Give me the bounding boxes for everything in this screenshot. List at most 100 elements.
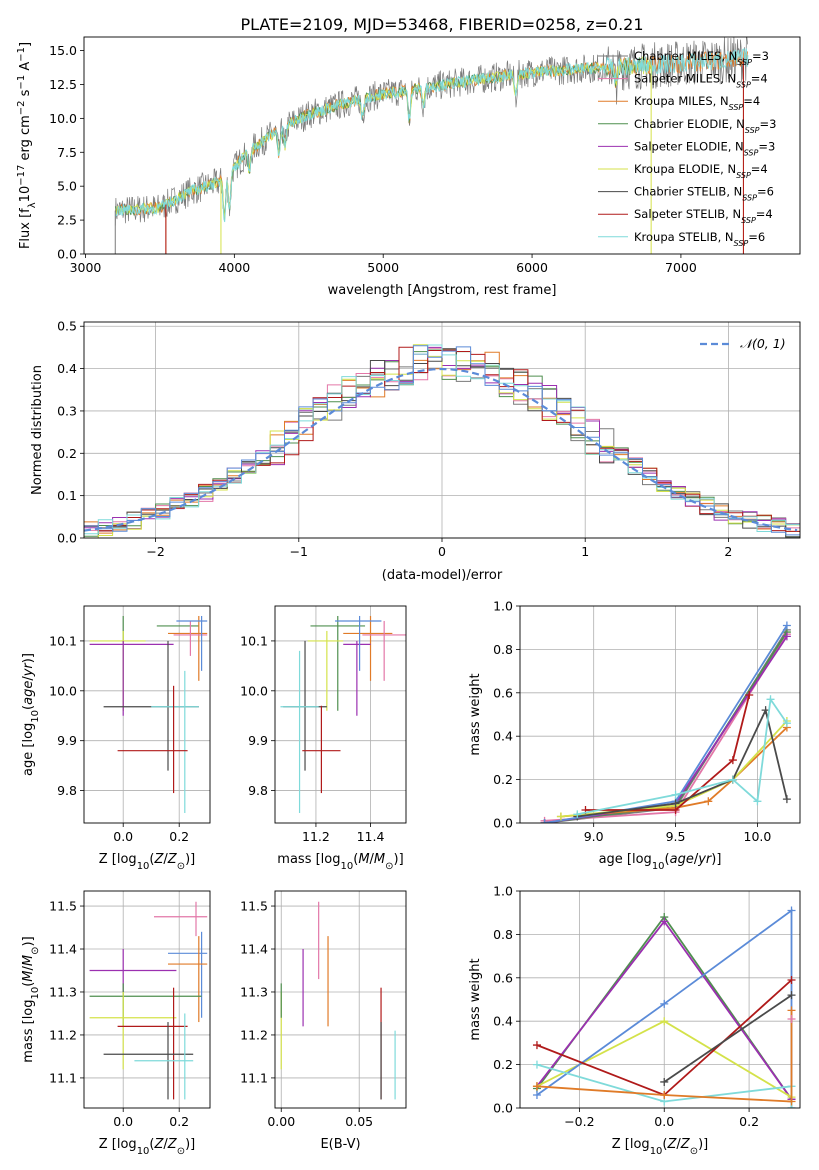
weight-marker bbox=[728, 775, 737, 784]
x-tick-label: 0.2 bbox=[739, 1114, 759, 1129]
y-tick-label: 12.5 bbox=[49, 77, 77, 92]
plot-area-mass_weight_vs_age bbox=[540, 621, 791, 823]
spectrum-line bbox=[114, 37, 748, 226]
y-tick-label: 0.6 bbox=[493, 970, 513, 985]
weight-line bbox=[663, 994, 793, 1083]
axes-frame bbox=[519, 605, 801, 824]
x-tick-label: 7000 bbox=[665, 260, 697, 275]
weight-marker bbox=[532, 1060, 541, 1069]
y-axis-label: age [log10(age/yr)] bbox=[21, 653, 41, 776]
y-tick-label: 10.0 bbox=[49, 111, 77, 126]
y-axis-label: mass weight bbox=[468, 673, 483, 755]
panel-age_vs_Z: 0.0 0.2 9.8 9.9 10.0 10.1 Z [log10(Z/Z⊙)] age [… bbox=[21, 605, 211, 872]
x-axis-label: E(B-V) bbox=[320, 1137, 360, 1152]
weight-marker bbox=[782, 795, 791, 804]
x-tick-label: −2 bbox=[146, 544, 164, 559]
histogram-kroupa-stelib bbox=[84, 344, 800, 535]
axes-frame bbox=[83, 605, 211, 824]
weight-line bbox=[577, 696, 788, 816]
y-tick-label: 11.5 bbox=[49, 899, 77, 914]
axes-frame bbox=[83, 890, 211, 1109]
x-tick-label: 10.0 bbox=[744, 829, 772, 844]
y-tick-label: 0.4 bbox=[493, 729, 513, 744]
panel-mass_weight_vs_Z: −0.2 0.0 0.2 0.0 0.2 0.4 0.6 0.8 1.0 Z [log10(Z/Z… bbox=[468, 884, 801, 1157]
legend-label: Chabrier STELIB, NSSP=6 bbox=[634, 185, 774, 203]
y-tick-label: 15.0 bbox=[49, 43, 77, 58]
y-tick-label: 9.8 bbox=[248, 783, 268, 798]
weight-marker bbox=[728, 756, 737, 765]
x-tick-label: 3000 bbox=[70, 260, 102, 275]
y-tick-label: 1.0 bbox=[493, 884, 513, 899]
x-axis-label: Z [log10(Z/Z⊙)] bbox=[99, 852, 196, 872]
x-tick-label: 11.2 bbox=[302, 829, 330, 844]
axes-frame bbox=[274, 890, 407, 1109]
y-tick-label: 0.0 bbox=[493, 1101, 513, 1116]
y-tick-label: 11.1 bbox=[49, 1070, 77, 1085]
legend-label: Salpeter ELODIE, NSSP=3 bbox=[634, 139, 775, 157]
y-tick-label: 0.1 bbox=[57, 488, 77, 503]
y-tick-label: 0.8 bbox=[493, 642, 513, 657]
y-tick-label: 10.1 bbox=[49, 633, 77, 648]
weight-marker bbox=[540, 819, 549, 823]
weight-marker bbox=[753, 797, 762, 806]
y-tick-label: 0.0 bbox=[57, 531, 77, 546]
y-tick-label: 0.0 bbox=[493, 816, 513, 831]
x-tick-label: 9.5 bbox=[666, 829, 686, 844]
y-tick-label: 9.9 bbox=[57, 733, 77, 748]
panel-age_vs_mass: 11.2 11.4 9.8 9.9 10.0 10.1 mass [log10(M/M⊙)] bbox=[240, 605, 407, 872]
plot-area-mass_vs_Z bbox=[89, 901, 208, 1100]
y-tick-label: 0.3 bbox=[57, 403, 77, 418]
plot-area-residuals bbox=[84, 344, 800, 538]
histogram-blue bbox=[84, 345, 800, 536]
plot-area-age_vs_mass bbox=[280, 615, 406, 814]
x-axis-label: wavelength [Angstrom, rest frame] bbox=[328, 283, 557, 298]
y-tick-label: 5.0 bbox=[57, 179, 77, 194]
x-tick-label: 0.0 bbox=[113, 829, 133, 844]
y-tick-label: 1.0 bbox=[493, 599, 513, 614]
y-tick-label: 11.5 bbox=[240, 899, 268, 914]
weight-marker bbox=[782, 621, 791, 630]
y-tick-label: 10.0 bbox=[49, 683, 77, 698]
axes-frame bbox=[83, 321, 801, 539]
y-tick-label: 11.3 bbox=[240, 984, 268, 999]
weight-marker bbox=[671, 790, 680, 799]
weight-marker bbox=[745, 690, 754, 699]
weight-marker bbox=[532, 1041, 541, 1050]
plot-area-spectrum bbox=[114, 37, 749, 254]
y-tick-label: 11.2 bbox=[240, 1027, 268, 1042]
panel-mass_vs_ebv: 0.00 0.05 11.1 11.2 11.3 11.4 11.5 E(B-V) bbox=[240, 890, 407, 1152]
x-tick-label: 0 bbox=[438, 544, 446, 559]
x-axis-label: Z [log10(Z/Z⊙)] bbox=[612, 1137, 709, 1157]
weight-marker bbox=[782, 632, 791, 641]
legend-label: Kroupa ELODIE, NSSP=4 bbox=[634, 162, 768, 180]
figure-title: PLATE=2109, MJD=53468, FIBERID=0258, z=0… bbox=[240, 15, 643, 34]
plot-area-age_vs_Z bbox=[89, 615, 208, 814]
weight-marker bbox=[766, 695, 775, 704]
x-tick-label: 6000 bbox=[516, 260, 548, 275]
y-tick-label: 0.2 bbox=[493, 772, 513, 787]
x-axis-label: (data-model)/error bbox=[382, 568, 503, 583]
weight-marker bbox=[787, 991, 796, 1000]
weight-marker bbox=[660, 1017, 669, 1026]
y-tick-label: 0.6 bbox=[493, 685, 513, 700]
legend-label: Salpeter STELIB, NSSP=4 bbox=[634, 207, 773, 225]
weight-marker bbox=[787, 1006, 796, 1015]
weight-line bbox=[544, 633, 788, 822]
y-tick-label: 11.4 bbox=[49, 942, 77, 957]
weight-marker bbox=[660, 999, 669, 1008]
x-tick-label: −1 bbox=[290, 544, 308, 559]
y-tick-label: 9.8 bbox=[57, 783, 77, 798]
weight-marker bbox=[660, 1077, 669, 1086]
y-tick-label: 11.4 bbox=[240, 942, 268, 957]
x-axis-label: Z [log10(Z/Z⊙)] bbox=[99, 1137, 196, 1157]
legend-label: Kroupa MILES, NSSP=4 bbox=[634, 94, 760, 112]
y-tick-label: 7.5 bbox=[57, 145, 77, 160]
x-tick-label: 11.4 bbox=[357, 829, 385, 844]
y-tick-label: 2.5 bbox=[57, 213, 77, 228]
axes-frame bbox=[519, 890, 801, 1109]
plot-area-mass_vs_ebv bbox=[280, 901, 396, 1100]
x-tick-label: 4000 bbox=[218, 260, 250, 275]
legend-label: Kroupa STELIB, NSSP=6 bbox=[634, 230, 765, 248]
x-tick-label: 1 bbox=[581, 544, 589, 559]
